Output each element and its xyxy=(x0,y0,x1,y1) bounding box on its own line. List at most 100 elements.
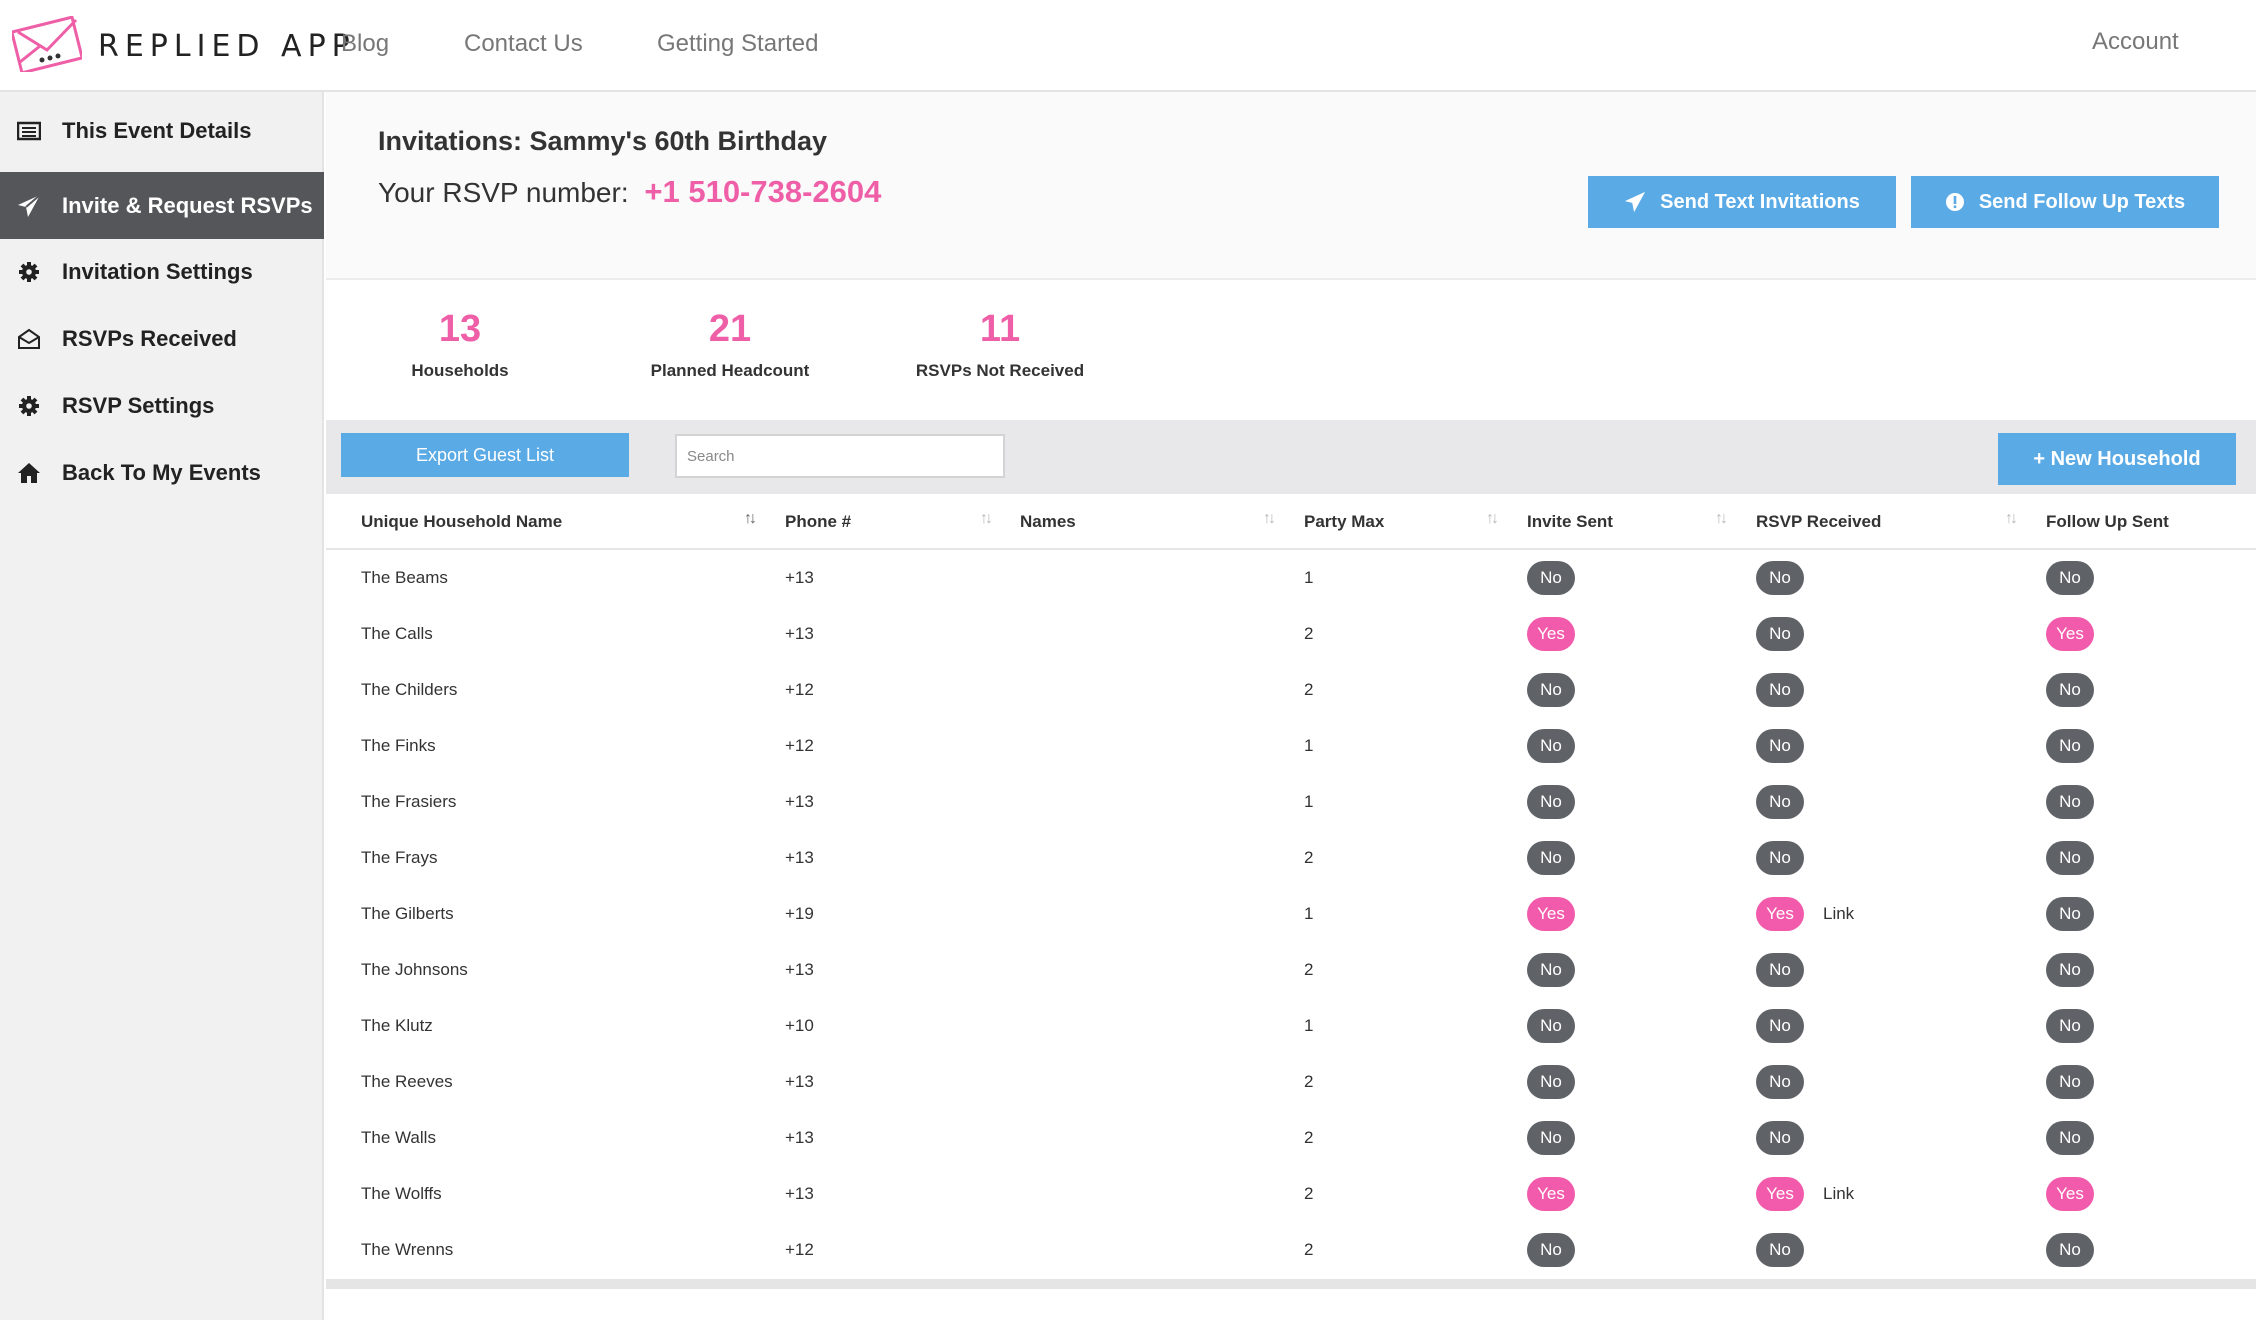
sidebar-item-invite-request[interactable]: Invite & Request RSVPs xyxy=(0,172,324,239)
phone-cell: +13 xyxy=(785,1184,814,1203)
stat-value: 21 xyxy=(708,308,752,350)
table-row[interactable]: The Klutz +10 1 No No No xyxy=(326,998,2256,1054)
household-name-cell: The Finks xyxy=(361,736,436,755)
invite-sent-badge[interactable]: No xyxy=(1527,673,1575,707)
invite-sent-badge[interactable]: No xyxy=(1527,841,1575,875)
rsvp-received-badge[interactable]: No xyxy=(1756,1121,1804,1155)
follow-up-sent-badge[interactable]: No xyxy=(2046,1121,2094,1155)
table-row[interactable]: The Gilberts +19 1 Yes Yes Link No xyxy=(326,886,2256,942)
sidebar-item-label: Invite & Request RSVPs xyxy=(62,192,313,218)
table-row[interactable]: The Wolffs +13 2 Yes Yes Link Yes xyxy=(326,1166,2256,1222)
invite-sent-badge[interactable]: No xyxy=(1527,785,1575,819)
sidebar-item-back-to-events[interactable]: Back To My Events xyxy=(0,439,324,506)
rsvp-received-badge[interactable]: No xyxy=(1756,841,1804,875)
column-header-household[interactable]: Unique Household Name xyxy=(361,512,563,531)
search-input[interactable] xyxy=(675,434,1005,478)
follow-up-sent-badge[interactable]: No xyxy=(2046,953,2094,987)
table-row[interactable]: The Childers +12 2 No No No xyxy=(326,662,2256,718)
sidebar-item-event-details[interactable]: This Event Details xyxy=(0,97,324,164)
invite-sent-badge[interactable]: No xyxy=(1527,729,1575,763)
invite-sent-badge[interactable]: No xyxy=(1527,1233,1575,1267)
follow-up-sent-badge[interactable]: No xyxy=(2046,1065,2094,1099)
rsvp-received-badge[interactable]: No xyxy=(1756,729,1804,763)
column-header-party-max[interactable]: Party Max xyxy=(1304,512,1385,531)
sort-icon[interactable]: ↑↓ xyxy=(1486,510,1499,527)
table-row[interactable]: The Finks +12 1 No No No xyxy=(326,718,2256,774)
follow-up-sent-badge[interactable]: No xyxy=(2046,729,2094,763)
table-row[interactable]: The Walls +13 2 No No No xyxy=(326,1110,2256,1166)
sort-icon[interactable]: ↑↓ xyxy=(1263,510,1276,527)
column-header-invite-sent[interactable]: Invite Sent xyxy=(1527,512,1613,531)
home-icon xyxy=(16,460,42,486)
party-max-cell: 2 xyxy=(1304,1072,1314,1091)
send-text-invitations-button[interactable]: Send Text Invitations xyxy=(1588,176,1896,228)
follow-up-sent-badge[interactable]: No xyxy=(2046,561,2094,595)
phone-cell: +12 xyxy=(785,680,814,699)
invite-sent-badge[interactable]: Yes xyxy=(1527,897,1575,931)
follow-up-sent-badge[interactable]: Yes xyxy=(2046,1177,2094,1211)
table-row[interactable]: The Reeves +13 2 No No No xyxy=(326,1054,2256,1110)
follow-up-sent-badge[interactable]: No xyxy=(2046,1233,2094,1267)
paper-plane-icon xyxy=(16,193,42,219)
invite-sent-badge[interactable]: No xyxy=(1527,561,1575,595)
rsvp-received-badge[interactable]: No xyxy=(1756,785,1804,819)
follow-up-sent-badge[interactable]: No xyxy=(2046,673,2094,707)
rsvp-link[interactable]: Link xyxy=(1823,1184,1855,1203)
rsvp-link[interactable]: Link xyxy=(1823,904,1855,923)
invite-sent-badge[interactable]: No xyxy=(1527,1065,1575,1099)
rsvp-received-badge[interactable]: No xyxy=(1756,1009,1804,1043)
sidebar-item-label: Back To My Events xyxy=(62,459,261,485)
table-row[interactable]: The Calls +13 2 Yes No Yes xyxy=(326,606,2256,662)
rsvp-received-badge[interactable]: No xyxy=(1756,1233,1804,1267)
rsvp-received-badge[interactable]: No xyxy=(1756,561,1804,595)
rsvp-received-badge[interactable]: No xyxy=(1756,673,1804,707)
table-row[interactable]: The Johnsons +13 2 No No No xyxy=(326,942,2256,998)
export-guest-list-button[interactable]: Export Guest List xyxy=(341,433,629,477)
table-row[interactable]: The Wrenns +12 2 No No No xyxy=(326,1222,2256,1278)
list-icon xyxy=(16,118,42,144)
event-header: Invitations: Sammy's 60th Birthday Your … xyxy=(326,92,2256,280)
nav-getting-started[interactable]: Getting Started xyxy=(657,30,819,57)
sidebar-item-rsvp-settings[interactable]: RSVP Settings xyxy=(0,372,324,439)
table-row[interactable]: The Beams +13 1 No No No xyxy=(326,550,2256,606)
invite-sent-badge[interactable]: No xyxy=(1527,953,1575,987)
sort-icon[interactable]: ↑↓ xyxy=(1715,510,1728,527)
nav-account[interactable]: Account xyxy=(2092,28,2179,55)
invite-sent-badge[interactable]: Yes xyxy=(1527,617,1575,651)
nav-blog[interactable]: Blog xyxy=(341,30,390,57)
follow-up-sent-badge[interactable]: No xyxy=(2046,897,2094,931)
invite-sent-badge[interactable]: No xyxy=(1527,1121,1575,1155)
sort-icon[interactable]: ↑↓ xyxy=(744,510,757,527)
rsvp-received-badge[interactable]: Yes xyxy=(1756,897,1804,931)
phone-cell: +13 xyxy=(785,848,814,867)
phone-cell: +13 xyxy=(785,792,814,811)
column-header-phone[interactable]: Phone # xyxy=(785,512,852,531)
rsvp-received-badge[interactable]: No xyxy=(1756,953,1804,987)
brand-name: REPLIED APP xyxy=(98,28,356,64)
column-header-follow-up-sent[interactable]: Follow Up Sent xyxy=(2046,512,2169,531)
follow-up-sent-badge[interactable]: No xyxy=(2046,1009,2094,1043)
stats-summary: 13 Households 21 Planned Headcount 11 RS… xyxy=(326,282,2256,420)
rsvp-received-badge[interactable]: Yes xyxy=(1756,1177,1804,1211)
party-max-cell: 2 xyxy=(1304,1128,1314,1147)
logo[interactable]: REPLIED APP xyxy=(10,14,356,76)
sidebar-item-rsvps-received[interactable]: RSVPs Received xyxy=(0,305,324,372)
table-row[interactable]: The Frays +13 2 No No No xyxy=(326,830,2256,886)
nav-contact-us[interactable]: Contact Us xyxy=(464,30,583,57)
follow-up-sent-badge[interactable]: Yes xyxy=(2046,617,2094,651)
sidebar-item-invitation-settings[interactable]: Invitation Settings xyxy=(0,238,324,305)
sort-icon[interactable]: ↑↓ xyxy=(980,510,993,527)
rsvp-number-line: Your RSVP number: +1 510-738-2604 xyxy=(378,174,881,210)
column-header-rsvp-received[interactable]: RSVP Received xyxy=(1756,512,1882,531)
table-row[interactable]: The Frasiers +13 1 No No No xyxy=(326,774,2256,830)
rsvp-received-badge[interactable]: No xyxy=(1756,1065,1804,1099)
follow-up-sent-badge[interactable]: No xyxy=(2046,785,2094,819)
column-header-names[interactable]: Names xyxy=(1020,512,1076,531)
follow-up-sent-badge[interactable]: No xyxy=(2046,841,2094,875)
send-follow-up-texts-button[interactable]: Send Follow Up Texts xyxy=(1911,176,2219,228)
invite-sent-badge[interactable]: No xyxy=(1527,1009,1575,1043)
new-household-button[interactable]: + New Household xyxy=(1998,433,2236,485)
invite-sent-badge[interactable]: Yes xyxy=(1527,1177,1575,1211)
sort-icon[interactable]: ↑↓ xyxy=(2005,510,2018,527)
rsvp-received-badge[interactable]: No xyxy=(1756,617,1804,651)
